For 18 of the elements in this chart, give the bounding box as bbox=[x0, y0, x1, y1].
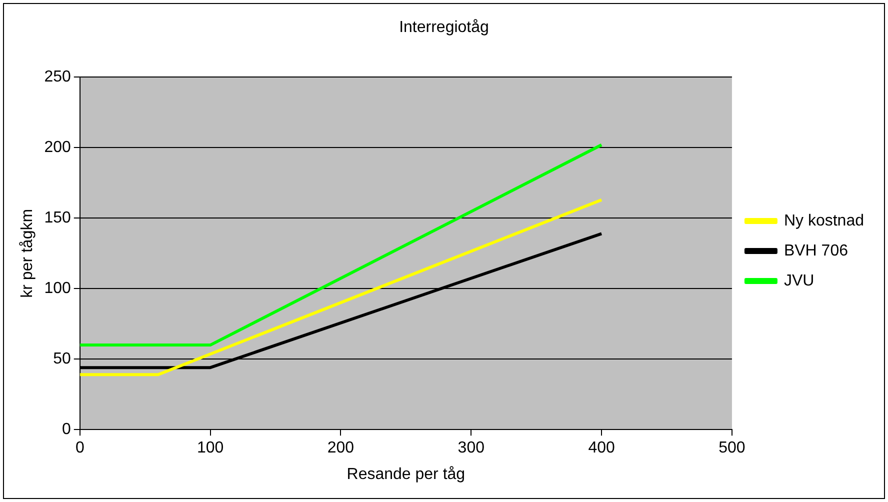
y-tick-label: 150 bbox=[44, 210, 71, 227]
x-axis-title: Resande per tåg bbox=[346, 466, 466, 483]
x-tick-label: 0 bbox=[75, 440, 84, 457]
y-tick-label: 50 bbox=[53, 350, 71, 368]
x-tick-label: 300 bbox=[458, 440, 485, 457]
y-tick-label: 100 bbox=[44, 280, 71, 298]
legend-label: BVH 706 bbox=[784, 242, 848, 260]
legend-label: JVU bbox=[784, 272, 814, 290]
y-axis-title: kr per tågkm bbox=[19, 208, 36, 298]
x-tick-label: 400 bbox=[588, 440, 615, 457]
x-tick-label: 500 bbox=[718, 440, 746, 457]
x-tick-label: 200 bbox=[327, 440, 354, 457]
legend-label: Ny kostnad bbox=[784, 212, 864, 230]
y-tick-label: 250 bbox=[44, 68, 71, 86]
chart-title: Interregiotåg bbox=[399, 19, 489, 36]
y-tick-label: 200 bbox=[44, 139, 71, 156]
y-tick-label: 0 bbox=[62, 421, 71, 438]
x-tick-label: 100 bbox=[196, 440, 224, 457]
